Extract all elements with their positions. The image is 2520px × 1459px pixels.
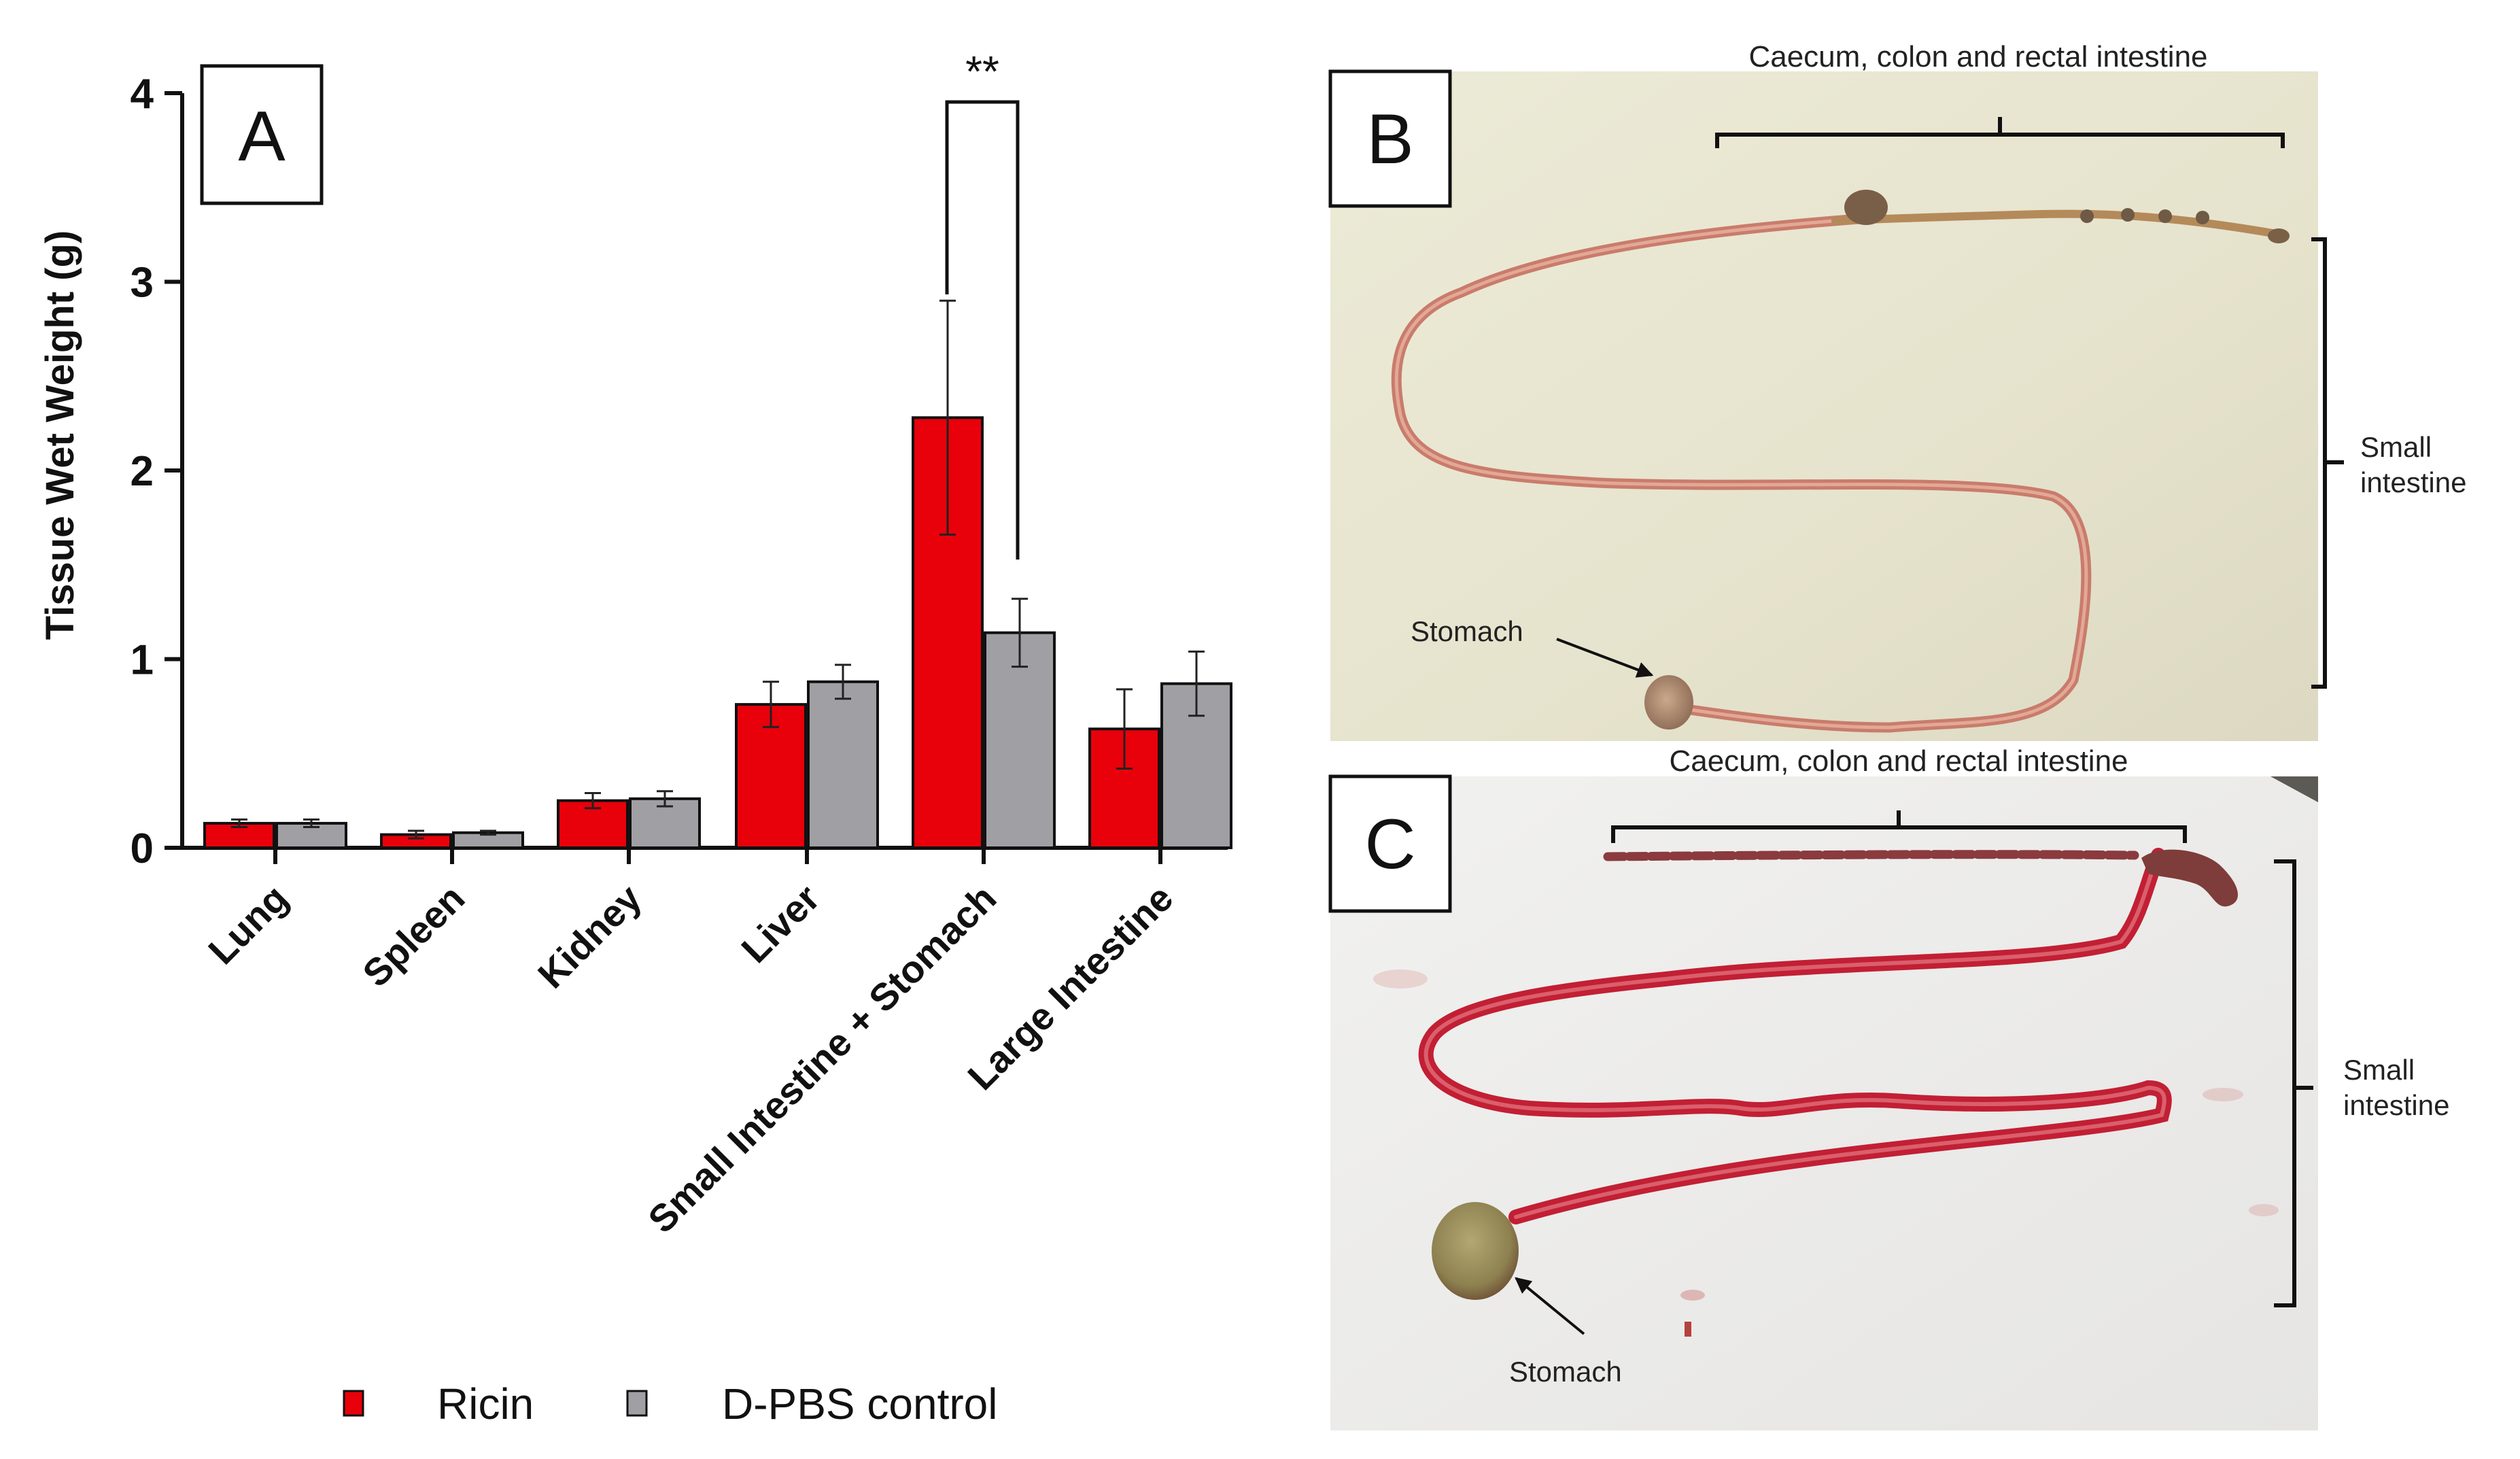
panel-b-stomach-arrow (1556, 638, 1654, 678)
panel-b-background (1330, 71, 2318, 741)
panel-a-label-box (200, 64, 324, 205)
y-tick-label: 0 (131, 825, 154, 872)
panel-c-stomach-arrow (1515, 1277, 1585, 1335)
bar (735, 703, 807, 849)
x-tick-label: Lung (200, 876, 296, 972)
panel-b-label: B (1366, 100, 1413, 179)
panel-a-label: A (238, 97, 286, 176)
panel-c-side-label-line2: intestine (2343, 1089, 2449, 1121)
panel-b-side-label-line1: Small (2360, 431, 2432, 463)
y-tick-label: 3 (131, 260, 154, 307)
panel-c-top-bracket (1611, 810, 2187, 843)
panel-c-top-bracket-label: Caecum, colon and rectal intestine (1669, 744, 2128, 778)
panel-b-stomach (1644, 675, 1693, 730)
panel-b-colon (1831, 209, 2285, 239)
panel-b-colon-end (2268, 228, 2290, 243)
panel-b-intestine-highlight (1394, 216, 2088, 730)
panel-c-side-bracket (2274, 859, 2313, 1307)
y-tick-label: 2 (131, 448, 154, 495)
panel-b-pellet (2196, 211, 2209, 224)
panel-c-colon (1603, 850, 2139, 861)
panel-b-caecum (1844, 190, 1888, 225)
legend-label-dpbs: D-PBS control (722, 1379, 997, 1428)
legend-swatch-dpbs (626, 1390, 648, 1417)
bar (984, 631, 1056, 850)
x-tick-label: Small Intestine + Stomach (640, 876, 1004, 1241)
legend: Ricin D-PBS control (343, 1379, 997, 1428)
bar (807, 680, 879, 849)
y-tick-label: 4 (131, 71, 154, 118)
panel-b-stomach-label: Stomach (1411, 615, 1523, 647)
panel-c-caecum (2141, 849, 2238, 907)
panel-c-label: C (1364, 805, 1415, 884)
panel-b-top-bracket-label: Caecum, colon and rectal intestine (1748, 40, 2207, 73)
panel-c-side-label-line1: Small (2343, 1054, 2415, 1086)
significance-bracket (945, 100, 1020, 560)
x-ticks (273, 848, 1162, 864)
panel-b-side-label-line2: intestine (2360, 466, 2466, 498)
y-axis-label: Tissue Wet Weight (g) (38, 230, 82, 640)
panel-c-label-box (1328, 774, 1452, 913)
bars (203, 416, 1232, 850)
panel-c-stomach (1432, 1202, 1519, 1300)
panel-b-pellet (2121, 208, 2135, 222)
y-ticks: 0 1 2 3 4 (131, 71, 182, 872)
error-bars (231, 299, 1205, 840)
panel-c-smear (1680, 1290, 1705, 1301)
legend-label-ricin: Ricin (437, 1379, 534, 1428)
panel-b-top-bracket (1715, 117, 2285, 148)
x-tick-label: Spleen (354, 876, 472, 995)
panel-b-pellet (2080, 209, 2094, 223)
y-tick-label: 1 (131, 637, 154, 684)
panel-c-smear (1373, 969, 1428, 989)
x-tick-label: Liver (733, 876, 827, 971)
panel-b-photo: B Caecum, colon and rectal intestine Sma… (1328, 40, 2466, 741)
panel-b-side-bracket (2311, 237, 2344, 689)
panel-c-smear (1685, 1322, 1691, 1337)
panel-b-pellet (2158, 209, 2172, 223)
panel-a-chart: A Tissue Wet Weight (g) 0 1 2 3 4 Lung Spleen… (38, 47, 1232, 1428)
panel-b-label-box (1328, 69, 1452, 208)
panel-c-stomach-label: Stomach (1509, 1356, 1622, 1388)
panel-c-intestine-highlight (1423, 853, 2167, 1219)
panel-c-corner-shadow (2271, 776, 2318, 802)
panel-c-smear (2203, 1088, 2243, 1101)
significance-marker: ** (965, 47, 999, 96)
legend-swatch-ricin (343, 1390, 364, 1417)
panel-c-smear (2249, 1204, 2279, 1216)
panel-c-photo: C Caecum, colon and rectal intestine Sma… (1328, 744, 2449, 1430)
bar (1160, 682, 1232, 850)
x-tick-label: Kidney (530, 876, 650, 997)
